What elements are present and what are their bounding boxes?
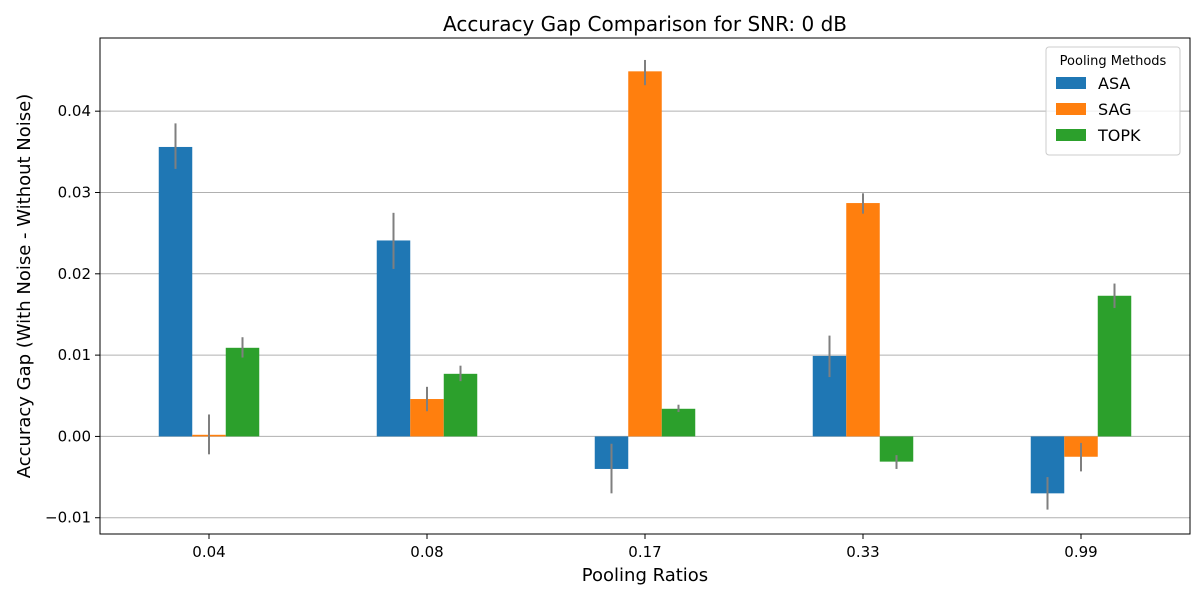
x-axis-ticks: 0.04 0.08 0.17 0.33 0.99	[192, 534, 1098, 561]
legend-label-sag: SAG	[1098, 100, 1132, 119]
legend-label-asa: ASA	[1098, 74, 1130, 93]
legend-swatch-asa	[1056, 77, 1086, 89]
bar-asa-0.08	[376, 240, 411, 437]
y-tick-label: 0.00	[58, 427, 91, 445]
x-tick-label: 0.99	[1064, 543, 1097, 561]
x-tick-label: 0.08	[410, 543, 443, 561]
bar-asa-0.04	[158, 146, 193, 437]
chart-title: Accuracy Gap Comparison for SNR: 0 dB	[443, 12, 847, 36]
x-tick-label: 0.33	[846, 543, 879, 561]
y-tick-label: 0.01	[58, 346, 91, 364]
error-bars	[174, 59, 1116, 510]
legend-label-topk: TOPK	[1097, 126, 1141, 145]
bars	[158, 71, 1132, 494]
legend-items: ASA SAG TOPK	[1056, 74, 1141, 145]
legend-box	[1045, 46, 1181, 156]
x-tick-label: 0.04	[192, 543, 225, 561]
bar-topk-0.99	[1097, 295, 1132, 437]
legend-swatch-topk	[1056, 129, 1086, 141]
x-axis-label: Pooling Ratios	[582, 565, 708, 586]
legend-swatch-sag	[1056, 103, 1086, 115]
y-tick-label: 0.04	[58, 102, 91, 120]
y-axis-label: Accuracy Gap (With Noise - Without Noise…	[14, 94, 35, 479]
y-tick-label: −0.01	[45, 509, 91, 527]
legend-title: Pooling Methods	[1060, 54, 1167, 69]
bar-sag-0.33	[846, 203, 880, 437]
bar-topk-0.08	[443, 373, 478, 437]
y-tick-label: 0.02	[58, 265, 91, 283]
bar-topk-0.04	[225, 347, 260, 437]
bar-sag-0.17	[628, 71, 662, 437]
y-axis-ticks: −0.01 0.00 0.01 0.02 0.03 0.04	[45, 102, 100, 527]
y-tick-label: 0.03	[58, 183, 91, 201]
legend: Pooling Methods ASA SAG TOPK	[1045, 46, 1181, 156]
x-tick-label: 0.17	[628, 543, 661, 561]
bar-topk-0.17	[661, 408, 696, 437]
